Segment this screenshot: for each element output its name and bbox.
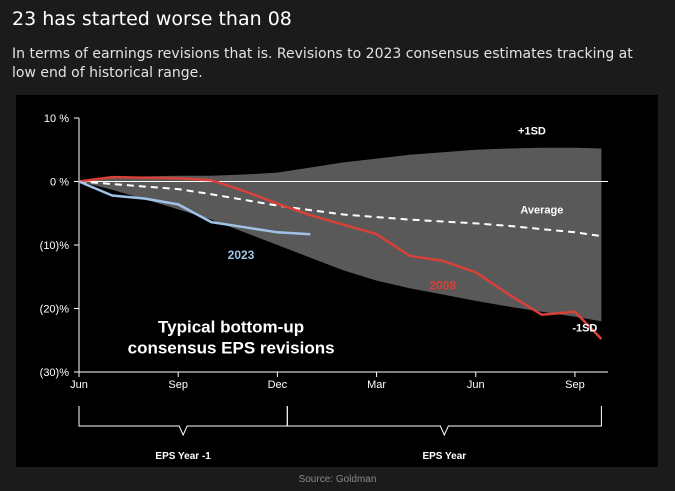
series-average-label: Average [520, 204, 563, 216]
y-tick-label: 10 % [44, 113, 69, 125]
chart-title-line: Typical bottom-up [158, 318, 304, 337]
x-tick-label: Jun [467, 379, 485, 391]
chart-title-line: consensus EPS revisions [128, 339, 335, 358]
series-2008-label: 2008 [429, 278, 456, 292]
band-upper-label: +1SD [518, 126, 546, 138]
period-bracket [286, 406, 602, 437]
x-tick-label: Sep [565, 379, 585, 391]
page-subtitle: In terms of earnings revisions that is. … [12, 46, 633, 81]
y-tick-label: 0 % [50, 177, 69, 189]
y-tick-label: (10)% [40, 240, 70, 252]
period-label: EPS Year [422, 451, 466, 462]
series-2008-line [78, 175, 603, 340]
chart-panel: 10 % 0 % (10)% (20)% (30)% Jun Sep Dec Mar Jun Sep… [16, 95, 658, 467]
period-bracket [78, 406, 288, 437]
x-tick-label: Sep [168, 379, 188, 391]
source-note: Source: Goldman [298, 474, 377, 485]
sd-band [79, 147, 602, 322]
x-tick-label: Mar [367, 379, 386, 391]
band-lower-label: -1SD [572, 322, 597, 334]
eps-revisions-chart: 10 %0 %(10)%(20)%(30)%Jun Sep Dec Mar Jun Sep… [40, 113, 608, 462]
y-tick-label: (30)% [40, 367, 70, 379]
series-2023-line [78, 180, 311, 236]
y-tick-label: (20)% [40, 304, 70, 316]
x-tick-label: Jun [70, 379, 88, 391]
series-average-line [78, 180, 602, 238]
x-tick-label: Dec [268, 379, 288, 391]
series-2023-label: 2023 [228, 248, 255, 262]
page-title: 23 has started worse than 08 [12, 8, 292, 30]
period-label: EPS Year -1 [155, 451, 211, 462]
